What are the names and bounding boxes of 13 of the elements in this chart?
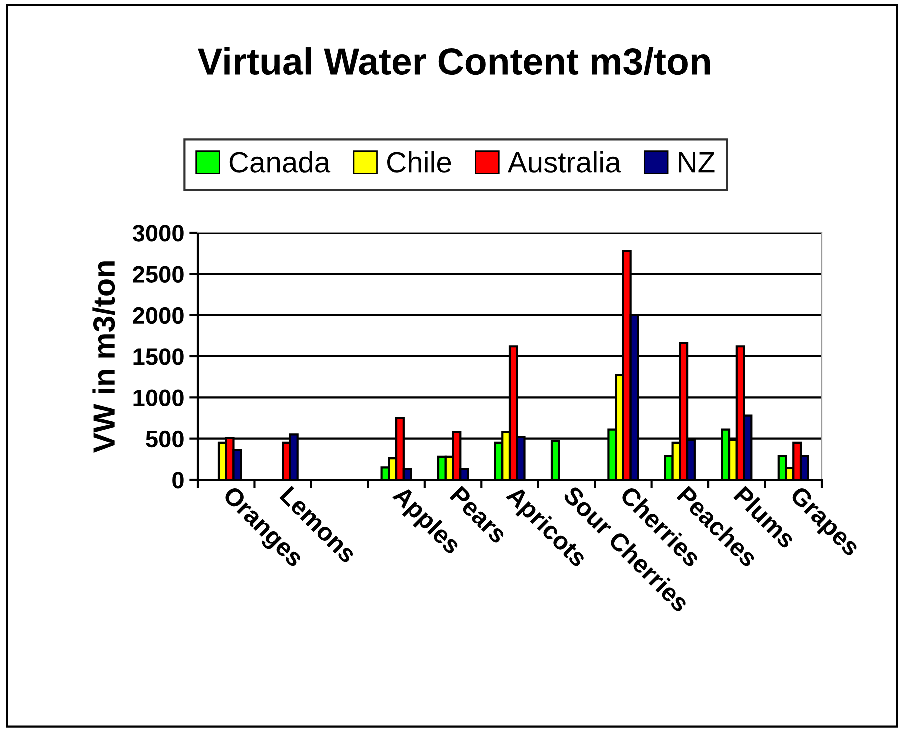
- y-tick-label: 2500: [133, 266, 184, 283]
- legend-label: Canada: [230, 151, 331, 173]
- y-tick-label: 3000: [132, 225, 184, 242]
- y-tick-label: 1000: [134, 390, 184, 406]
- y-tick-label: 500: [146, 430, 184, 448]
- chart-title: Virtual Water Content m3/ton: [198, 48, 710, 76]
- legend-label: NZ: [679, 152, 715, 173]
- y-tick-label: 0: [172, 472, 184, 489]
- y-axis-title: VW in m3/ton: [92, 262, 116, 454]
- y-tick-label: 1500: [134, 348, 184, 366]
- y-tick-label: 2000: [133, 307, 184, 324]
- legend-label: Australia: [508, 151, 622, 173]
- legend-label: Chile: [387, 151, 452, 173]
